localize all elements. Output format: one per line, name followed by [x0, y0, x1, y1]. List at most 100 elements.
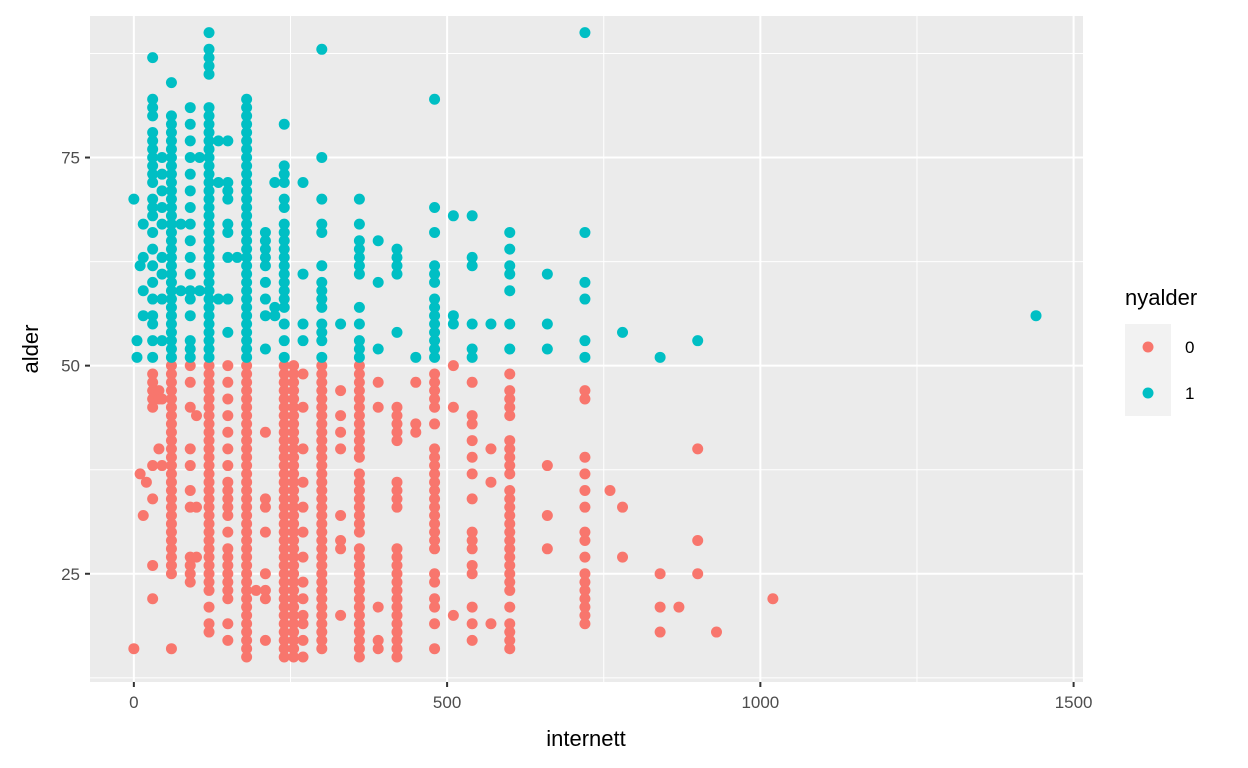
data-point — [165, 251, 177, 263]
data-point — [203, 52, 215, 64]
data-point — [579, 485, 591, 497]
data-point — [147, 52, 159, 64]
data-point — [222, 293, 234, 305]
data-point — [203, 110, 215, 122]
x-tick-label: 0 — [129, 693, 138, 712]
data-point — [504, 643, 516, 655]
data-point — [241, 551, 253, 563]
data-point — [391, 435, 403, 447]
data-point — [288, 634, 300, 646]
data-point — [222, 510, 234, 521]
data-point — [241, 593, 253, 605]
data-point — [278, 177, 290, 188]
data-point — [288, 426, 300, 438]
data-point — [203, 160, 215, 172]
data-point — [278, 285, 290, 297]
data-point — [372, 643, 384, 655]
data-point — [353, 335, 365, 347]
data-point — [203, 418, 215, 430]
data-point — [212, 177, 224, 188]
data-point — [353, 451, 365, 463]
data-point — [429, 485, 441, 497]
data-point — [222, 226, 234, 238]
data-point — [203, 401, 215, 413]
data-point — [203, 135, 215, 147]
data-point — [153, 443, 165, 455]
data-point — [165, 393, 177, 405]
data-point — [579, 335, 591, 347]
data-point — [316, 218, 328, 230]
data-point — [316, 443, 328, 455]
data-point — [541, 543, 553, 555]
data-point — [466, 251, 478, 263]
data-point — [579, 293, 591, 305]
data-point — [147, 168, 159, 180]
data-point — [353, 543, 365, 555]
data-point — [222, 476, 234, 488]
data-point — [278, 593, 290, 605]
data-point — [429, 534, 441, 546]
data-point — [241, 485, 253, 497]
data-point — [194, 285, 206, 297]
data-point — [203, 127, 215, 139]
data-point — [147, 193, 159, 205]
data-point — [429, 601, 441, 613]
data-point — [654, 601, 666, 613]
data-point — [222, 593, 234, 605]
data-point — [259, 343, 271, 355]
data-point — [504, 285, 516, 297]
data-point — [269, 301, 281, 313]
data-point — [278, 335, 290, 347]
data-point — [335, 318, 347, 330]
data-point — [504, 401, 516, 413]
data-point — [203, 326, 215, 338]
data-point — [165, 152, 177, 164]
data-point — [278, 118, 290, 130]
data-point — [391, 618, 403, 630]
data-point — [241, 293, 253, 305]
major-gridlines — [90, 16, 1083, 682]
data-point — [153, 385, 165, 397]
data-point — [353, 485, 365, 497]
data-point — [203, 310, 215, 322]
data-point — [579, 451, 591, 463]
data-point — [137, 218, 149, 230]
data-point — [165, 410, 177, 422]
data-point — [429, 643, 441, 655]
data-point — [466, 559, 478, 571]
data-point — [241, 626, 253, 638]
data-point — [466, 435, 478, 447]
data-point — [429, 226, 441, 238]
data-point — [391, 651, 403, 663]
data-point — [165, 127, 177, 139]
data-point — [504, 318, 516, 330]
data-point — [165, 559, 177, 571]
data-point — [184, 343, 196, 355]
legend: nyalder 0 1 — [1125, 285, 1197, 416]
data-point — [278, 460, 290, 472]
data-point — [504, 343, 516, 355]
data-point — [241, 268, 253, 280]
data-point — [288, 510, 300, 521]
data-point — [447, 318, 459, 330]
data-point — [156, 293, 168, 305]
data-point — [184, 568, 196, 580]
data-point — [269, 177, 281, 188]
data-point — [447, 401, 459, 413]
data-point — [184, 335, 196, 347]
data-point — [391, 634, 403, 646]
data-point — [504, 568, 516, 580]
x-tick-label: 500 — [433, 693, 461, 712]
data-point — [391, 593, 403, 605]
data-point — [288, 435, 300, 447]
data-point — [541, 460, 553, 472]
data-point — [579, 385, 591, 397]
data-point — [203, 510, 215, 521]
data-point — [391, 418, 403, 430]
data-point — [175, 218, 187, 230]
data-point — [579, 393, 591, 405]
data-point — [288, 626, 300, 638]
data-point — [203, 426, 215, 438]
data-point — [335, 426, 347, 438]
